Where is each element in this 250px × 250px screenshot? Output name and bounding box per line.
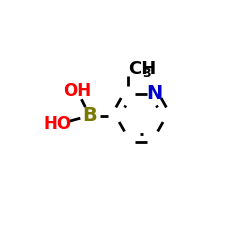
Text: 3: 3 <box>142 67 151 80</box>
Text: CH: CH <box>128 60 156 78</box>
Text: OH: OH <box>63 82 91 100</box>
Text: N: N <box>146 84 162 103</box>
Text: B: B <box>82 106 97 125</box>
Text: HO: HO <box>44 115 72 133</box>
